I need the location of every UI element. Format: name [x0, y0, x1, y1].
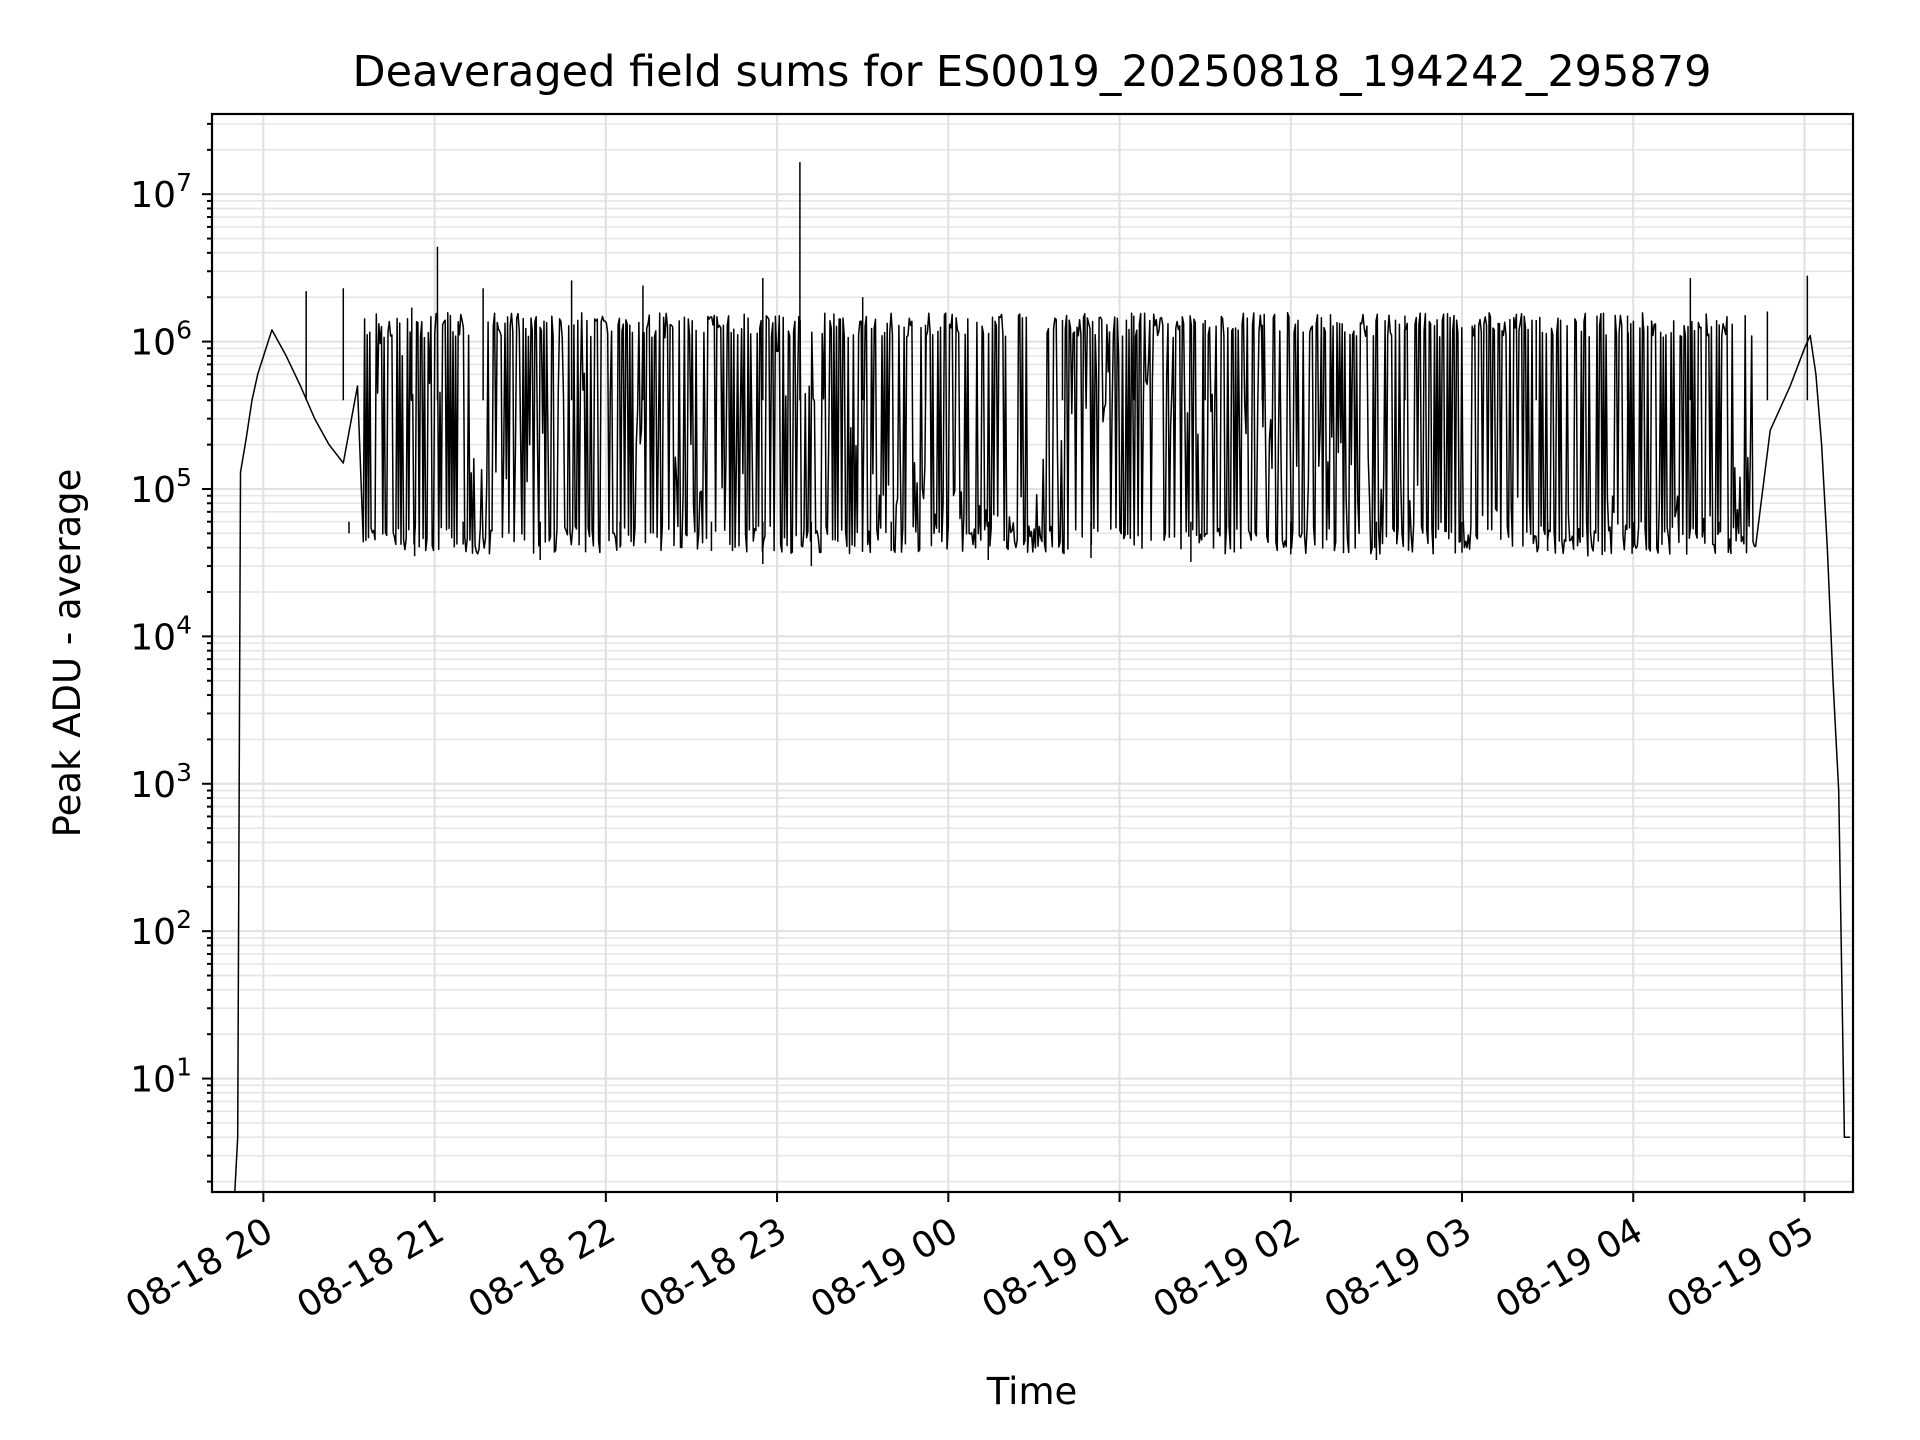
y-tick-label: 103 — [130, 758, 192, 806]
x-tick-label: 08-18 23 — [633, 1210, 794, 1326]
x-tick-label: 08-18 21 — [290, 1210, 451, 1326]
y-tick-label: 101 — [130, 1053, 192, 1101]
grid-major — [212, 114, 1853, 1192]
y-tick-label: 102 — [130, 905, 192, 953]
plot-series — [234, 162, 1851, 1193]
x-tick-label: 08-19 04 — [1489, 1210, 1650, 1326]
grid-minor — [212, 123, 1853, 1183]
x-axis-label: Time — [986, 1370, 1078, 1413]
x-tick-label: 08-19 02 — [1147, 1210, 1308, 1326]
x-tick-label: 08-18 22 — [462, 1210, 623, 1326]
y-axis: 101 102 103 104 105 106 107 — [130, 122, 212, 1183]
axes-frame — [210, 112, 1855, 1194]
x-tick-label: 08-19 00 — [804, 1210, 965, 1326]
chart-title: Deaveraged field sums for ES0019_2025081… — [353, 47, 1712, 97]
y-tick-label: 106 — [130, 316, 192, 364]
x-tick-label: 08-19 03 — [1318, 1210, 1479, 1326]
x-tick-label: 08-19 05 — [1660, 1210, 1821, 1326]
y-tick-label: 105 — [130, 463, 192, 511]
x-tick-label: 08-19 01 — [975, 1210, 1136, 1326]
series-line — [234, 312, 1851, 1193]
x-tick-label: 08-18 20 — [119, 1210, 280, 1326]
y-tick-label: 104 — [130, 610, 192, 658]
x-axis: 08-18 20 08-18 21 08-18 22 08-18 23 08-19 00… — [119, 1192, 1821, 1327]
y-tick-label: 107 — [130, 168, 192, 216]
y-axis-label: Peak ADU - average — [46, 469, 89, 838]
